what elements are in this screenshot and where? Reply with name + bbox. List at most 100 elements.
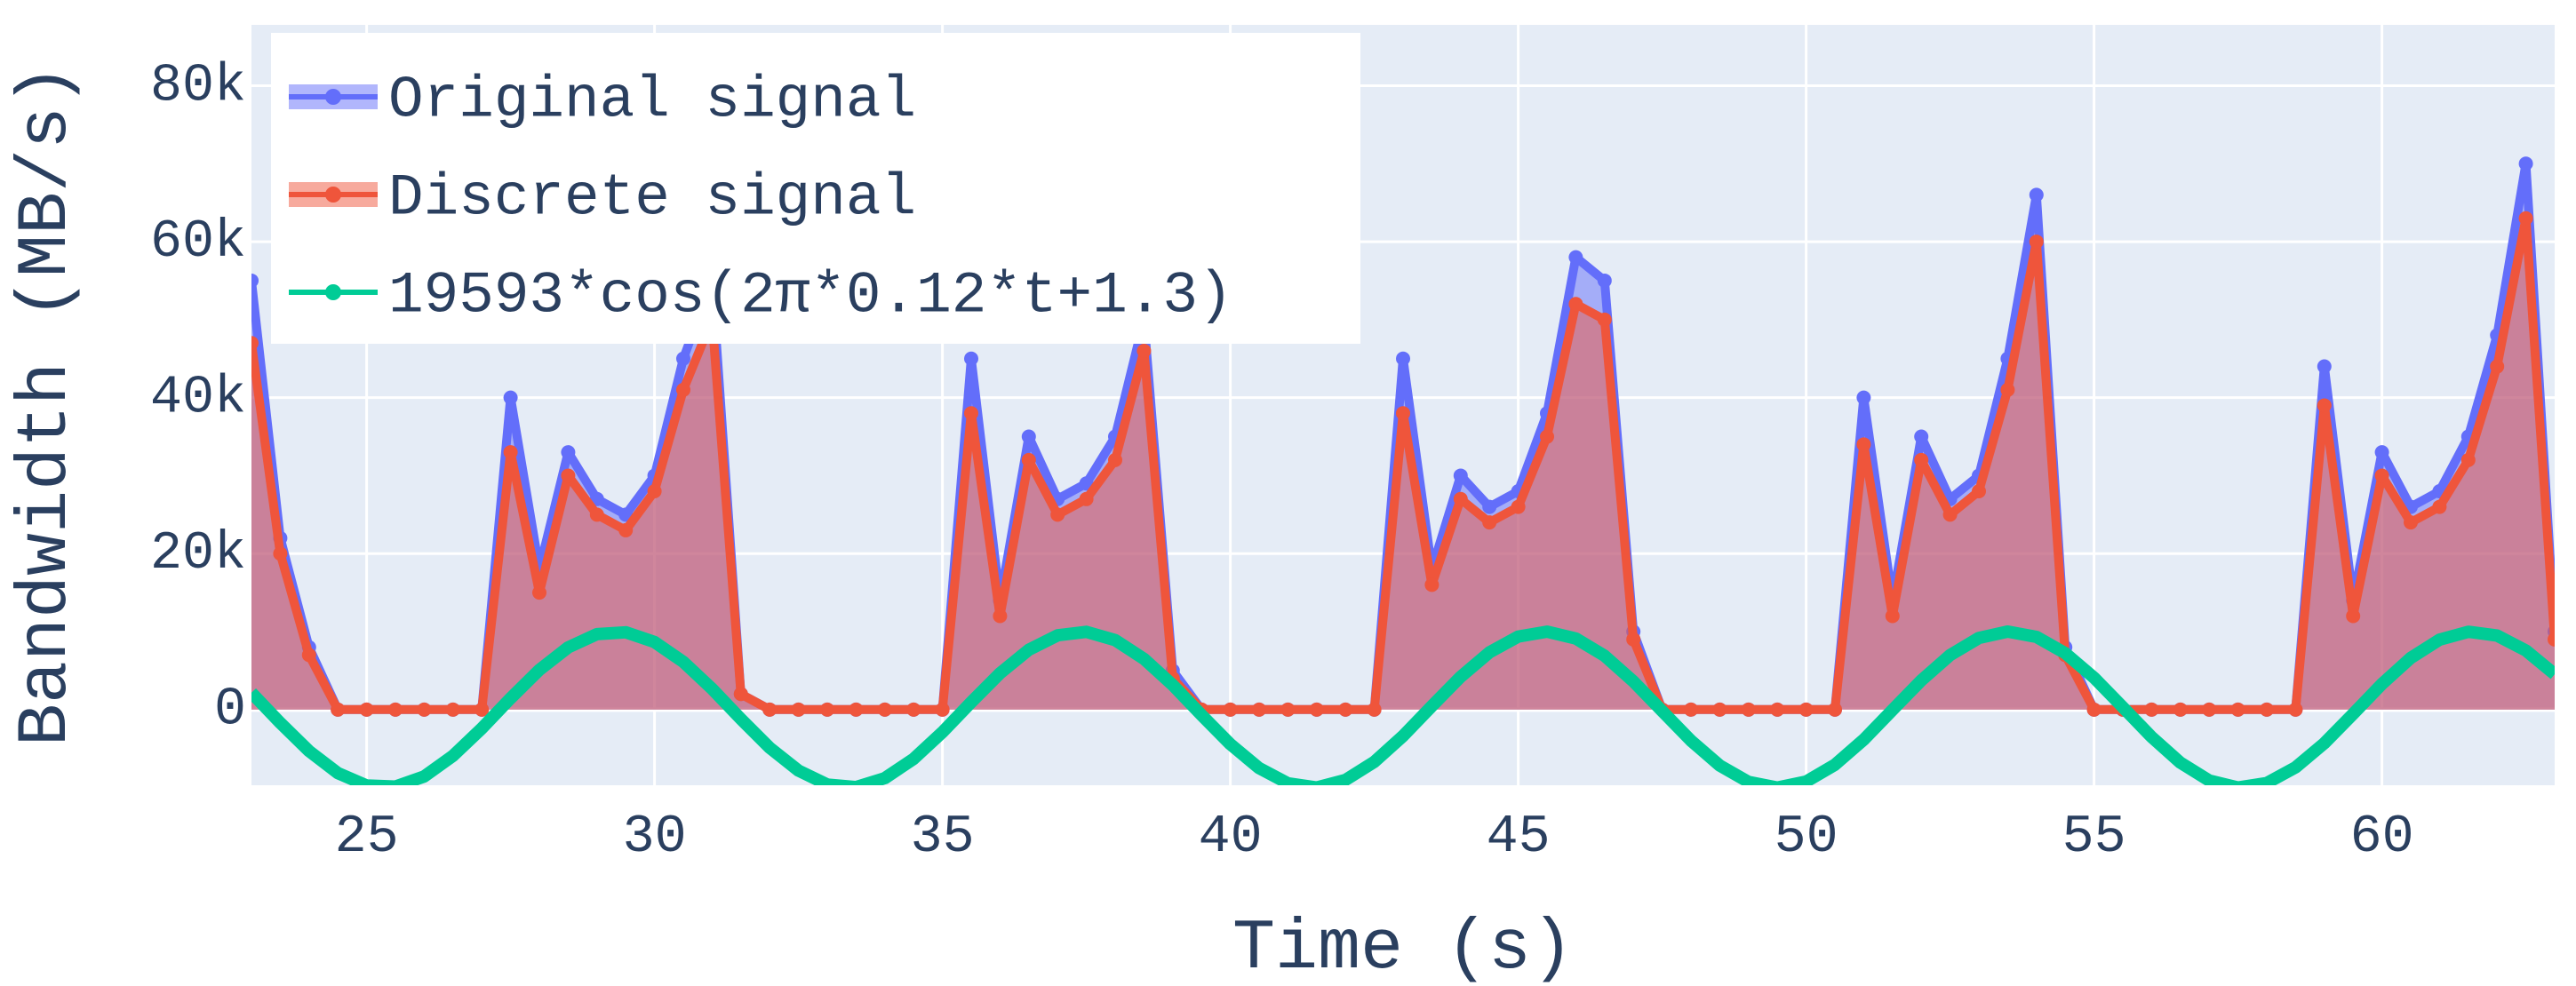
data-point — [475, 702, 490, 717]
data-point — [2432, 499, 2447, 514]
legend-box — [271, 33, 1360, 344]
data-point — [1050, 507, 1065, 522]
data-point — [388, 702, 403, 717]
data-point — [1597, 312, 1612, 327]
data-point — [1223, 702, 1238, 717]
data-point — [2000, 382, 2015, 397]
data-point — [1914, 429, 1929, 444]
data-point — [2518, 211, 2533, 226]
data-point — [2518, 156, 2533, 171]
y-tick-label: 20k — [150, 524, 246, 584]
y-tick-label: 80k — [150, 56, 246, 116]
data-point — [1338, 702, 1353, 717]
legend-marker — [325, 284, 341, 300]
data-point — [2173, 702, 2188, 717]
data-point — [820, 702, 834, 717]
data-point — [1741, 702, 1756, 717]
data-point — [1396, 406, 1410, 421]
data-point — [2029, 187, 2044, 203]
data-point — [1684, 702, 1698, 717]
data-point — [1136, 343, 1152, 358]
data-point — [1396, 351, 1410, 366]
data-point — [561, 468, 576, 483]
data-point — [935, 702, 950, 717]
series-line — [251, 625, 2555, 785]
data-point — [561, 445, 576, 460]
data-point — [1482, 515, 1497, 530]
data-point — [2374, 468, 2389, 483]
data-point — [1021, 429, 1036, 444]
data-point — [676, 351, 690, 366]
x-tick-label: 25 — [335, 807, 399, 868]
data-point — [273, 546, 288, 561]
data-point — [647, 484, 662, 499]
data-point — [503, 445, 518, 460]
x-tick-label: 60 — [2350, 807, 2414, 868]
data-point — [2460, 452, 2476, 467]
data-point — [2144, 702, 2159, 717]
data-point — [2317, 398, 2332, 413]
data-point — [1021, 452, 1036, 467]
data-point — [331, 702, 346, 717]
data-point — [2230, 702, 2245, 717]
x-tick-label: 55 — [2062, 807, 2126, 868]
data-point — [417, 702, 432, 717]
data-point — [532, 585, 546, 600]
data-point — [2374, 445, 2389, 460]
data-point — [503, 390, 518, 405]
data-point — [301, 648, 316, 663]
data-point — [1856, 390, 1871, 405]
x-tick-label: 35 — [911, 807, 975, 868]
data-point — [1972, 484, 1986, 499]
data-point — [1482, 499, 1497, 514]
data-point — [1453, 491, 1468, 506]
data-point — [1108, 452, 1122, 467]
data-point — [2288, 702, 2303, 717]
data-point — [2548, 632, 2555, 647]
data-point — [877, 702, 892, 717]
data-point — [762, 702, 778, 717]
y-tick-label: 60k — [150, 212, 246, 273]
data-point — [445, 702, 460, 717]
legend-marker — [325, 89, 341, 105]
x-tick-label: 30 — [623, 807, 687, 868]
data-point — [589, 507, 604, 522]
data-point — [1597, 273, 1612, 288]
data-point — [1942, 507, 1958, 522]
data-point — [1712, 702, 1727, 717]
data-point — [849, 702, 864, 717]
data-point — [964, 406, 978, 421]
data-point — [359, 702, 374, 717]
data-point — [2317, 359, 2332, 374]
data-point — [1885, 608, 1900, 624]
data-point — [1626, 632, 1641, 647]
data-point — [1856, 437, 1871, 452]
data-point — [1280, 702, 1296, 717]
data-point — [1424, 577, 1440, 592]
x-axis-title: Time (s) — [1232, 909, 1574, 986]
x-tick-label: 50 — [1774, 807, 1838, 868]
data-point — [1453, 468, 1468, 483]
data-point — [1568, 250, 1583, 265]
data-point — [2260, 702, 2274, 717]
y-tick-label: 0 — [214, 680, 246, 741]
data-point — [1770, 702, 1785, 717]
data-point — [2404, 515, 2418, 530]
data-point — [1568, 297, 1583, 312]
data-point — [964, 351, 978, 366]
legend-label: Original signal — [388, 67, 916, 133]
data-point — [993, 608, 1008, 624]
data-point — [791, 702, 806, 717]
data-point — [1079, 491, 1094, 506]
data-point — [251, 273, 259, 288]
data-point — [906, 702, 921, 717]
series-area — [251, 218, 2555, 710]
data-point — [251, 336, 259, 351]
data-point — [2029, 235, 2044, 250]
y-tick-label: 40k — [150, 369, 246, 429]
data-point — [1367, 702, 1382, 717]
data-point — [676, 382, 690, 397]
data-point — [1914, 452, 1929, 467]
x-tick-label: 40 — [1199, 807, 1263, 868]
